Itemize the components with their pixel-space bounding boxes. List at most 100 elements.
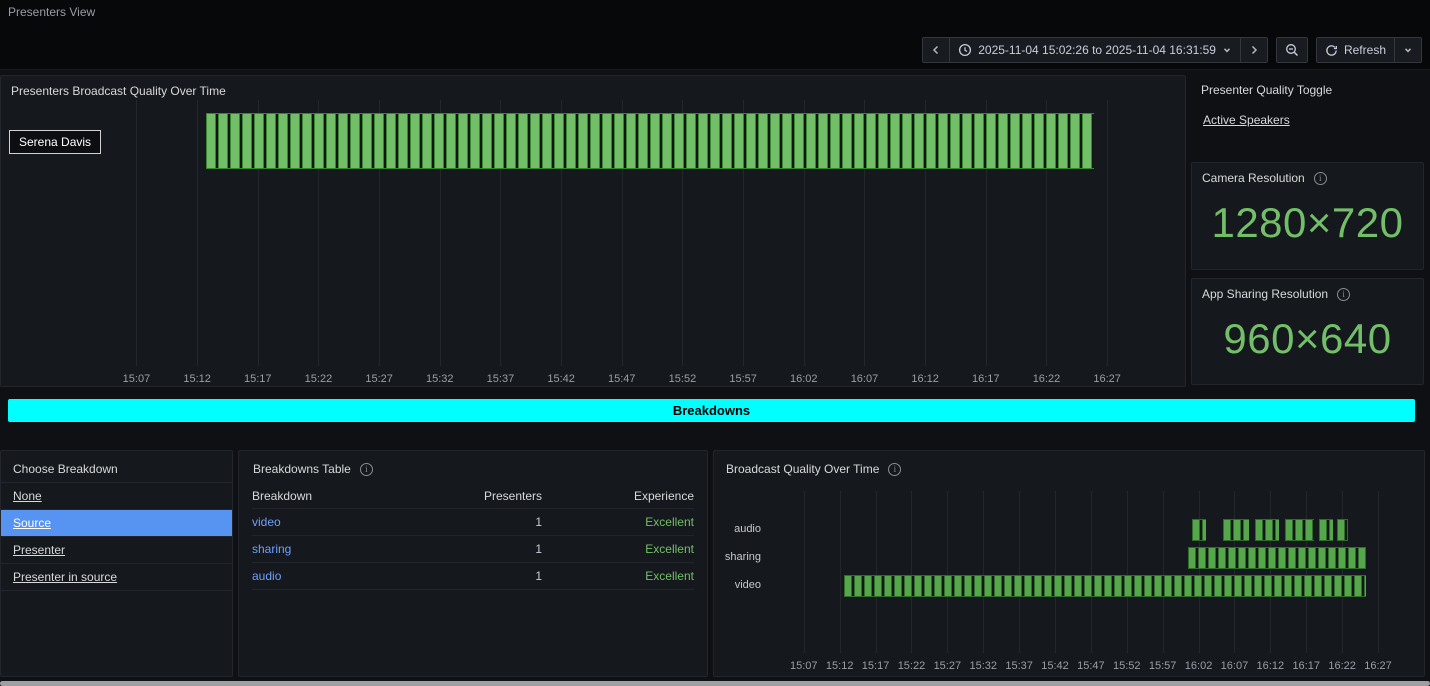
gridline: [803, 491, 805, 653]
breakdown-options-list: None Source Presenter Presenter in sourc…: [1, 482, 232, 591]
gridline: [1055, 491, 1056, 653]
info-icon[interactable]: i: [888, 462, 902, 476]
x-axis-tick-label: 15:27: [933, 660, 962, 672]
gridline: [500, 100, 502, 366]
x-axis-tick-label: 15:12: [183, 373, 211, 385]
panel-title-text: Broadcast Quality Over Time: [726, 462, 880, 476]
x-axis-tick-label: 16:22: [1032, 373, 1061, 385]
breakdown-cell[interactable]: sharing: [252, 542, 292, 556]
time-range-picker-button[interactable]: 2025-11-04 15:02:26 to 2025-11-04 16:31:…: [949, 37, 1241, 63]
timeline-bar-audio: [1318, 519, 1333, 541]
x-axis-tick-label: 15:12: [825, 660, 854, 672]
time-shift-forward-button[interactable]: [1239, 37, 1268, 63]
table-row: video 1 Excellent: [252, 509, 694, 536]
info-icon[interactable]: i: [1337, 287, 1351, 301]
gridline: [803, 100, 805, 366]
series-row-label: audio: [734, 523, 761, 535]
x-axis-tick-label: 15:57: [729, 373, 757, 385]
experience-cell: Excellent: [645, 515, 694, 529]
breakdowns-banner: Breakdowns: [8, 399, 1415, 422]
zoom-out-time-button[interactable]: [1275, 37, 1308, 63]
x-axis-tick-label: 16:12: [1256, 660, 1285, 672]
gridline: [985, 100, 987, 366]
gridline: [925, 100, 927, 366]
breakdown-option-presenter[interactable]: Presenter: [1, 537, 232, 564]
gridline: [318, 100, 320, 366]
choose-breakdown-panel: Choose Breakdown None Source Presenter P…: [0, 450, 233, 677]
column-header-breakdown[interactable]: Breakdown: [252, 488, 313, 503]
refresh-button[interactable]: Refresh: [1315, 37, 1395, 63]
scrollbar-thumb[interactable]: [0, 681, 1430, 686]
camera-resolution-panel: Camera Resolution i 1280×720: [1191, 162, 1424, 270]
gridline: [839, 491, 841, 653]
panel-header: Broadcast Quality Over Time i: [726, 462, 902, 476]
x-axis-tick-label: 15:47: [1077, 660, 1105, 672]
table-row: sharing 1 Excellent: [252, 536, 694, 563]
gridline: [1107, 100, 1109, 366]
breakdowns-table: Breakdown Presenters Experience video 1 …: [252, 483, 694, 590]
info-icon[interactable]: i: [1313, 171, 1327, 185]
refresh-controls: Refresh: [1315, 37, 1422, 63]
page-title: Presenters View: [8, 5, 96, 19]
panel-header: Choose Breakdown: [13, 462, 118, 476]
breakdown-option-source[interactable]: Source: [1, 510, 232, 537]
x-axis-tick-label: 16:02: [790, 373, 818, 385]
gridline: [911, 491, 913, 653]
x-axis-tick-label: 15:17: [861, 660, 890, 672]
gridline: [1046, 100, 1048, 366]
panel-title-text: Presenter Quality Toggle: [1201, 83, 1333, 97]
presenters-cell: 1: [535, 542, 542, 556]
breakdown-option-presenter-in-source[interactable]: Presenter in source: [1, 564, 232, 591]
breakdown-option-none[interactable]: None: [1, 483, 232, 510]
gridline: [1377, 491, 1379, 653]
app-sharing-resolution-panel: App Sharing Resolution i 960×640: [1191, 278, 1424, 385]
column-header-presenters[interactable]: Presenters: [483, 488, 542, 503]
gridline: [1270, 491, 1272, 653]
x-axis-tick-label: 15:22: [897, 660, 926, 672]
panel-title-text: Choose Breakdown: [13, 462, 118, 476]
timeline-bar-audio: [1285, 519, 1315, 541]
gridline: [1198, 491, 1200, 653]
timeline-bar-video: [844, 575, 1367, 597]
gridline: [682, 100, 684, 366]
gridline: [1090, 491, 1092, 653]
x-axis-tick-label: 15:37: [1005, 660, 1033, 672]
x-axis-tick-label: 15:42: [1041, 660, 1069, 672]
x-axis-tick-label: 15:07: [790, 660, 818, 672]
column-header-experience[interactable]: Experience: [633, 488, 694, 503]
x-axis-tick-label: 16:17: [1292, 660, 1320, 672]
panel-header: Breakdowns Table i: [253, 462, 373, 476]
timeline-bar-audio: [1337, 519, 1348, 541]
x-axis-tick-label: 16:07: [1220, 660, 1249, 672]
dashboard-toolbar: 2025-11-04 15:02:26 to 2025-11-04 16:31:…: [922, 37, 1422, 63]
quality-timeline-chart[interactable]: 15:07 15:12 15:17 15:22 15:27 15:32 15:37 15:42…: [725, 491, 1414, 672]
x-axis-tick-label: 16:27: [1093, 373, 1121, 385]
info-icon[interactable]: i: [359, 462, 373, 476]
panel-title-text: App Sharing Resolution: [1202, 287, 1329, 301]
gridline: [1306, 491, 1308, 653]
panel-header: Camera Resolution i: [1202, 171, 1413, 185]
x-axis-tick-label: 15:52: [1113, 660, 1141, 672]
presenter-row-label: Serena Davis: [9, 130, 102, 154]
experience-cell: Excellent: [645, 569, 694, 583]
breakdown-cell[interactable]: audio: [252, 569, 282, 583]
panel-title-text: Camera Resolution: [1202, 171, 1305, 185]
gridline: [439, 100, 441, 366]
gridline: [1162, 491, 1164, 653]
x-axis-tick-label: 16:07: [850, 373, 879, 385]
presenters-timeline-chart[interactable]: 15:07 15:12 15:17 15:22 15:27 15:32 15:37 15:42…: [81, 100, 1168, 385]
x-axis-tick-label: 16:17: [972, 373, 1000, 385]
gridline: [379, 100, 381, 366]
gridline: [197, 100, 199, 366]
panel-header: Presenter Quality Toggle: [1201, 83, 1332, 97]
app-sharing-resolution-value: 960×640: [1223, 314, 1392, 362]
horizontal-scrollbar[interactable]: [0, 681, 1430, 686]
x-axis-tick-label: 15:52: [668, 373, 697, 385]
breakdown-cell[interactable]: video: [252, 515, 281, 529]
time-shift-back-button[interactable]: [922, 37, 951, 63]
refresh-interval-dropdown[interactable]: [1394, 37, 1422, 63]
timeline-bar-audio: [1223, 519, 1250, 541]
timeline-bar-serena-davis: [206, 113, 1095, 169]
top-navigation-bar: Presenters View 2025-11-04 15:02:26 to 2…: [0, 0, 1430, 70]
active-speakers-link[interactable]: Active Speakers: [1203, 113, 1290, 127]
